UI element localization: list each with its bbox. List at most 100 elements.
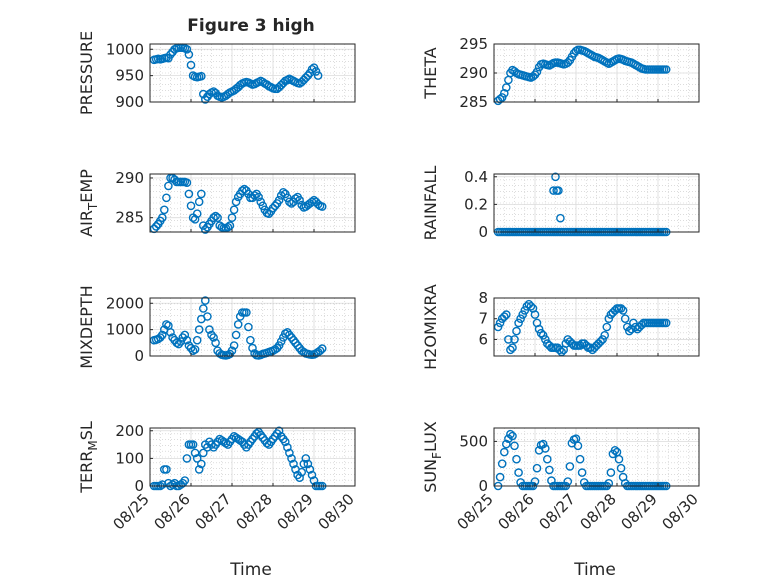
- data-point: [538, 439, 548, 449]
- data-point: [246, 335, 255, 345]
- data-point: [190, 448, 200, 458]
- y-axis-label: RAINFALL: [421, 166, 440, 241]
- data-point: [162, 465, 171, 474]
- data-point: [596, 337, 605, 346]
- data-point: [536, 328, 546, 338]
- data-point: [264, 209, 274, 218]
- data-point: [543, 454, 552, 464]
- data-point: [305, 465, 315, 474]
- data-point: [180, 476, 190, 485]
- data-point: [495, 94, 505, 104]
- data-point: [211, 338, 220, 348]
- data-point: [551, 172, 560, 182]
- data-point: [495, 318, 505, 328]
- data-point: [623, 322, 632, 332]
- data-point: [229, 341, 239, 350]
- x-axis-label-right: Time: [573, 560, 616, 580]
- y-tick-label: 0: [134, 477, 144, 495]
- data-point: [301, 454, 311, 463]
- data-point: [231, 197, 241, 207]
- data-point: [629, 318, 638, 328]
- data-point: [200, 225, 210, 234]
- data-point: [297, 200, 307, 210]
- data-point: [283, 442, 292, 452]
- data-point: [196, 459, 206, 469]
- data-point: [229, 205, 239, 215]
- y-tick-label: 295: [459, 35, 488, 53]
- y-tick-label: 8: [478, 289, 488, 307]
- data-point: [600, 330, 610, 340]
- axes-box: [493, 297, 700, 357]
- data-point: [573, 441, 583, 451]
- data-point: [497, 93, 507, 102]
- data-point: [534, 324, 544, 334]
- y-axis-label: THETA: [421, 47, 440, 99]
- data-point: [526, 301, 536, 311]
- y-tick-label: 900: [115, 93, 144, 111]
- data-point: [242, 308, 251, 317]
- axes-box: [149, 427, 356, 487]
- data-point: [252, 429, 261, 438]
- y-tick-label: 1000: [106, 321, 144, 339]
- data-point: [506, 345, 515, 355]
- data-point: [182, 454, 192, 463]
- axes-box: [149, 297, 356, 357]
- data-point: [501, 83, 511, 92]
- y-axis-label-subscript: M: [86, 440, 100, 450]
- data-point: [565, 462, 575, 471]
- y-axis-label-subscript: T: [86, 202, 100, 211]
- y-tick-label: 6: [478, 330, 488, 348]
- data-point: [547, 476, 556, 485]
- data-point: [510, 335, 519, 344]
- y-tick-label: 200: [115, 422, 144, 440]
- data-point: [313, 71, 323, 80]
- data-point: [563, 58, 573, 67]
- data-point: [297, 467, 307, 477]
- axes-box: [149, 43, 356, 103]
- data-point: [168, 480, 177, 489]
- data-point: [303, 459, 313, 469]
- y-tick-label: 0: [134, 347, 144, 365]
- data-point: [317, 202, 327, 211]
- data-point: [577, 468, 587, 477]
- data-point: [190, 345, 200, 354]
- data-point: [504, 335, 513, 344]
- data-point: [211, 211, 220, 221]
- data-point: [315, 346, 325, 356]
- data-point: [582, 341, 591, 350]
- data-point: [248, 343, 257, 353]
- y-tick-label: 950: [115, 67, 144, 85]
- data-point: [563, 477, 573, 486]
- data-point: [186, 201, 196, 211]
- y-tick-label: 290: [459, 64, 488, 82]
- data-point: [262, 438, 272, 448]
- y-tick-label: 285: [459, 93, 488, 111]
- data-point: [508, 343, 517, 353]
- y-tick-label: 500: [459, 432, 488, 450]
- y-axis-label-rest: SL: [77, 421, 96, 440]
- data-point: [291, 194, 300, 203]
- data-point: [501, 310, 511, 319]
- data-point: [194, 197, 204, 207]
- axes-box: [493, 427, 700, 487]
- data-point: [285, 448, 294, 458]
- data-point: [186, 343, 196, 353]
- data-point: [299, 459, 309, 469]
- subplot-mixdepth: 0 1000 2000 MIXDEPTH: [77, 285, 356, 369]
- data-point: [532, 67, 542, 77]
- subplot-theta: 285 290 295 THETA: [421, 35, 700, 111]
- data-point: [295, 473, 304, 483]
- data-point: [180, 330, 190, 340]
- data-point: [223, 222, 233, 232]
- data-point: [182, 45, 192, 54]
- subplot-rainfall: 0 0.2 0.4 RAINFALL: [421, 166, 700, 241]
- data-point: [203, 312, 212, 321]
- data-point: [598, 335, 607, 344]
- data-point: [227, 213, 237, 222]
- data-point: [225, 221, 235, 230]
- data-point: [221, 438, 231, 448]
- data-point: [258, 201, 268, 211]
- y-axis-label: AIRTEMP: [77, 169, 100, 237]
